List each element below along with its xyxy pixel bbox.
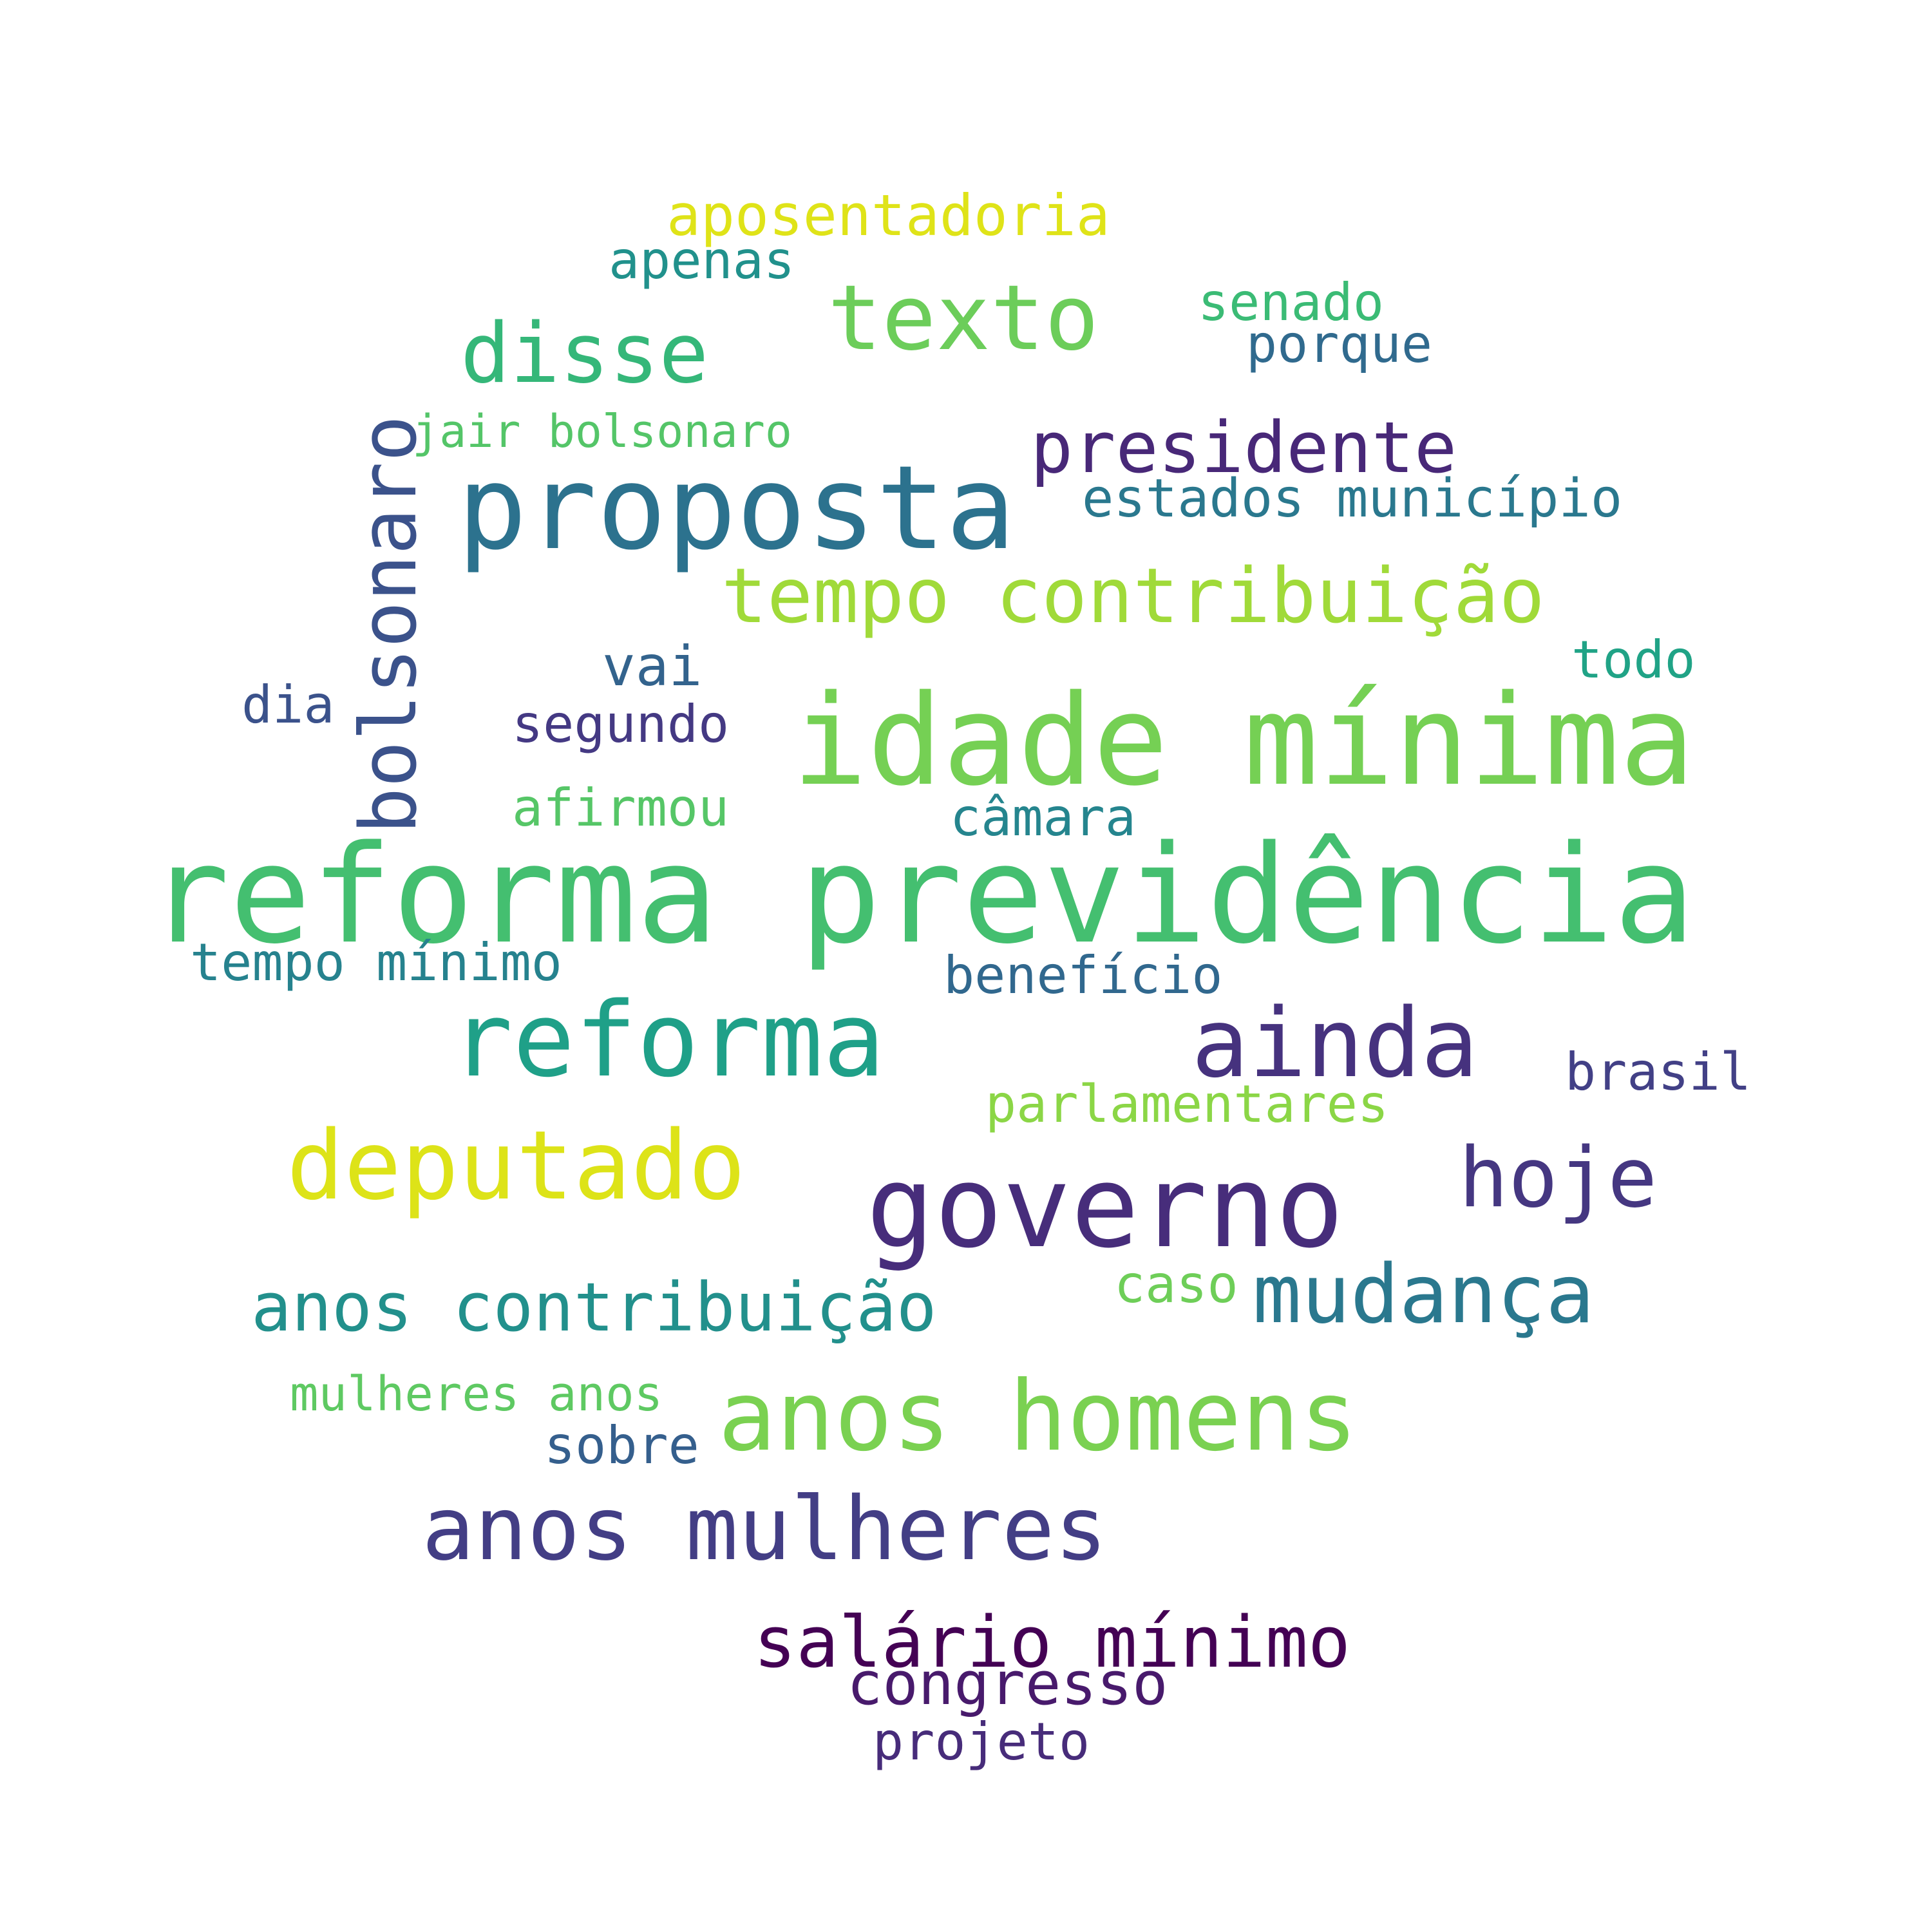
word-idade-minima: idade mínima <box>792 668 1695 813</box>
word-porque: porque <box>1246 314 1432 374</box>
word-texto: texto <box>828 266 1099 371</box>
word-jair-bolsonaro: jair bolsonaro <box>412 405 793 458</box>
word-brasil: brasil <box>1565 1042 1751 1102</box>
word-projeto: projeto <box>873 1712 1090 1772</box>
word-presidente: presidente <box>1030 406 1457 489</box>
word-senado: senado <box>1198 272 1384 332</box>
word-deputado: deputado <box>287 1110 746 1221</box>
word-apenas: apenas <box>609 231 795 290</box>
word-mudanca: mudança <box>1253 1247 1595 1341</box>
word-proposta: proposta <box>457 441 1016 576</box>
word-camara: câmara <box>950 788 1136 848</box>
word-dia: dia <box>242 675 335 735</box>
word-salario-minimo: salário mínimo <box>753 1601 1351 1683</box>
word-mulheres-anos: mulheres anos <box>290 1367 663 1422</box>
word-beneficio: benefício <box>943 945 1223 1005</box>
word-sobre: sobre <box>544 1416 699 1475</box>
word-segundo: segundo <box>512 694 730 754</box>
word-anos-mulheres: anos mulheres <box>422 1479 1108 1580</box>
word-anos-contribuicao: anos contribuição <box>251 1268 937 1347</box>
word-bolsonaro: bolsonaro <box>345 415 434 834</box>
word-congresso: congresso <box>847 1649 1168 1718</box>
word-vai: vai <box>602 634 703 699</box>
word-aposentadoria: aposentadoria <box>667 182 1110 249</box>
word-caso: caso <box>1114 1255 1238 1314</box>
word-governo: governo <box>866 1141 1344 1273</box>
word-tempo-contribuicao: tempo contribuição <box>721 551 1545 640</box>
word-afirmou: afirmou <box>512 778 730 838</box>
word-anos-homens: anos homens <box>718 1361 1358 1473</box>
word-todo: todo <box>1571 630 1696 690</box>
word-tempo-minimo: tempo mínimo <box>190 933 562 992</box>
word-reforma-previdencia: reforma previdência <box>148 816 1696 974</box>
word-estados-municipio: estados município <box>1082 468 1623 529</box>
word-parlamentares: parlamentares <box>985 1074 1389 1134</box>
word-hoje: hoje <box>1459 1130 1658 1226</box>
word-disse: disse <box>460 306 709 402</box>
word-reforma: reforma <box>451 980 886 1100</box>
word-ainda: ainda <box>1191 988 1479 1099</box>
